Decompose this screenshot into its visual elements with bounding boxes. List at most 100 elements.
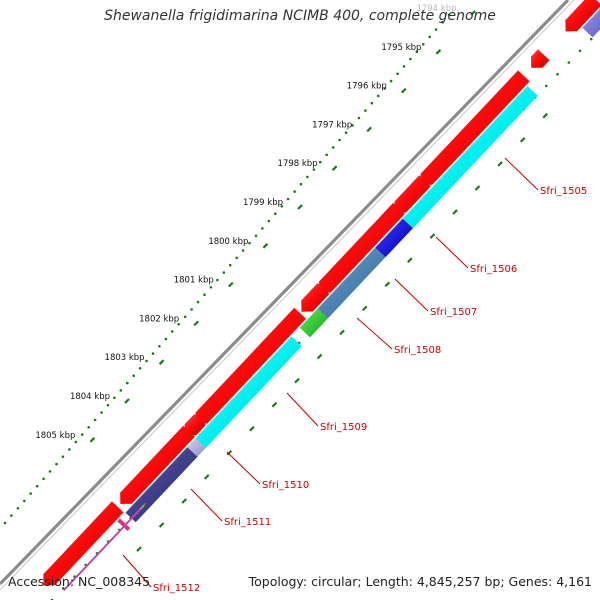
inner-tick [316, 353, 323, 360]
inner-dot [61, 587, 65, 590]
cog-block [582, 9, 600, 38]
position-dot [235, 256, 238, 260]
gene-label: Sfri_1510 [262, 480, 309, 491]
position-dot [254, 234, 258, 238]
cog-block [317, 247, 386, 319]
kbp-tick [193, 320, 199, 327]
position-dot [286, 197, 290, 201]
position-dot [203, 293, 206, 297]
position-dot [177, 322, 180, 326]
cog-block [195, 336, 302, 448]
cds-arrow [531, 49, 550, 68]
cds-arrow [420, 70, 530, 186]
kbp-tick [228, 281, 234, 288]
position-dot [299, 182, 303, 186]
position-dot [389, 79, 393, 83]
inner-tick [136, 546, 142, 552]
position-dot [338, 138, 341, 142]
position-dot [10, 514, 13, 517]
position-dot [293, 190, 296, 193]
cds-arrow [301, 283, 330, 312]
position-dot [357, 116, 361, 120]
position-dot [434, 28, 438, 31]
kbp-label: 1797 kbp [312, 120, 352, 130]
inner-tick [271, 401, 278, 408]
cds-arrow [120, 425, 195, 504]
genome-title: Shewanella frigidimarina NCIMB 400, comp… [104, 8, 496, 24]
position-dot [100, 411, 103, 414]
position-dot [274, 212, 277, 215]
inner-tick [384, 281, 391, 288]
inner-dot [545, 84, 548, 88]
gene-label: Sfri_1511 [224, 517, 271, 528]
inner-tick [158, 522, 165, 528]
kbp-label: 1803 kbp [105, 353, 145, 363]
position-dot [422, 43, 425, 46]
gene-leader-line [190, 488, 223, 522]
position-dot [351, 124, 354, 127]
inner-dot [578, 49, 582, 53]
inner-tick [474, 185, 481, 191]
gene-leader-line [504, 157, 539, 191]
position-dot [376, 94, 380, 98]
position-dot [132, 374, 135, 378]
cog-block [402, 86, 538, 229]
kbp-label: 1795 kbp [381, 43, 421, 53]
kbp-tick [262, 243, 269, 249]
kbp-label: 1799 kbp [243, 198, 283, 208]
gene-leader-line [394, 278, 429, 312]
position-dot [325, 153, 329, 157]
accession-text: Accession: NC_008345 [8, 574, 151, 589]
kbp-tick [124, 398, 130, 404]
kbp-label: 1805 kbp [35, 431, 75, 441]
gene-leader-line [356, 317, 393, 350]
backbone-line [0, 0, 570, 586]
position-dot [331, 146, 335, 149]
position-dot [216, 278, 219, 282]
inner-tick [226, 450, 233, 456]
position-dot [138, 367, 142, 370]
position-dot [80, 433, 84, 436]
position-dot [312, 168, 316, 171]
inner-tick [519, 137, 526, 143]
position-dot [126, 381, 129, 385]
inner-tick [294, 377, 300, 384]
position-dot [209, 286, 213, 289]
gene-leader-line [286, 392, 319, 427]
kbp-tick [435, 49, 442, 55]
kbp-label: 1801 kbp [174, 276, 214, 286]
position-dot [306, 175, 309, 179]
kbp-tick [331, 165, 338, 171]
cds-arrow [394, 175, 431, 213]
cds-arrow [43, 501, 124, 586]
position-dot [158, 345, 161, 348]
position-dot [228, 263, 232, 267]
position-dot [222, 271, 226, 274]
position-dot [447, 13, 451, 17]
cds-arrow [565, 0, 600, 32]
position-dot [74, 440, 78, 444]
position-dot [106, 403, 110, 407]
gene-label: Sfri_1506 [470, 264, 517, 275]
position-dot [16, 507, 20, 510]
inner-tick [249, 425, 255, 432]
inner-tick [407, 257, 413, 263]
position-dot [319, 160, 322, 164]
position-dot [241, 249, 245, 252]
kbp-tick [297, 204, 303, 210]
kbp-tick [366, 126, 372, 133]
gene-leader-line [435, 236, 469, 269]
gene-label: Sfri_1507 [430, 307, 477, 318]
cds-arrow [195, 307, 306, 424]
kbp-tick [401, 87, 407, 94]
inner-dot [589, 37, 593, 41]
position-dot [190, 308, 193, 311]
gene-leader-line [226, 451, 261, 485]
inner-tick [203, 474, 210, 480]
cds-arrow [184, 414, 206, 436]
position-dot [409, 57, 412, 61]
kbp-label: 1794 kbp [416, 4, 456, 14]
kbp-label: 1796 kbp [347, 82, 387, 92]
